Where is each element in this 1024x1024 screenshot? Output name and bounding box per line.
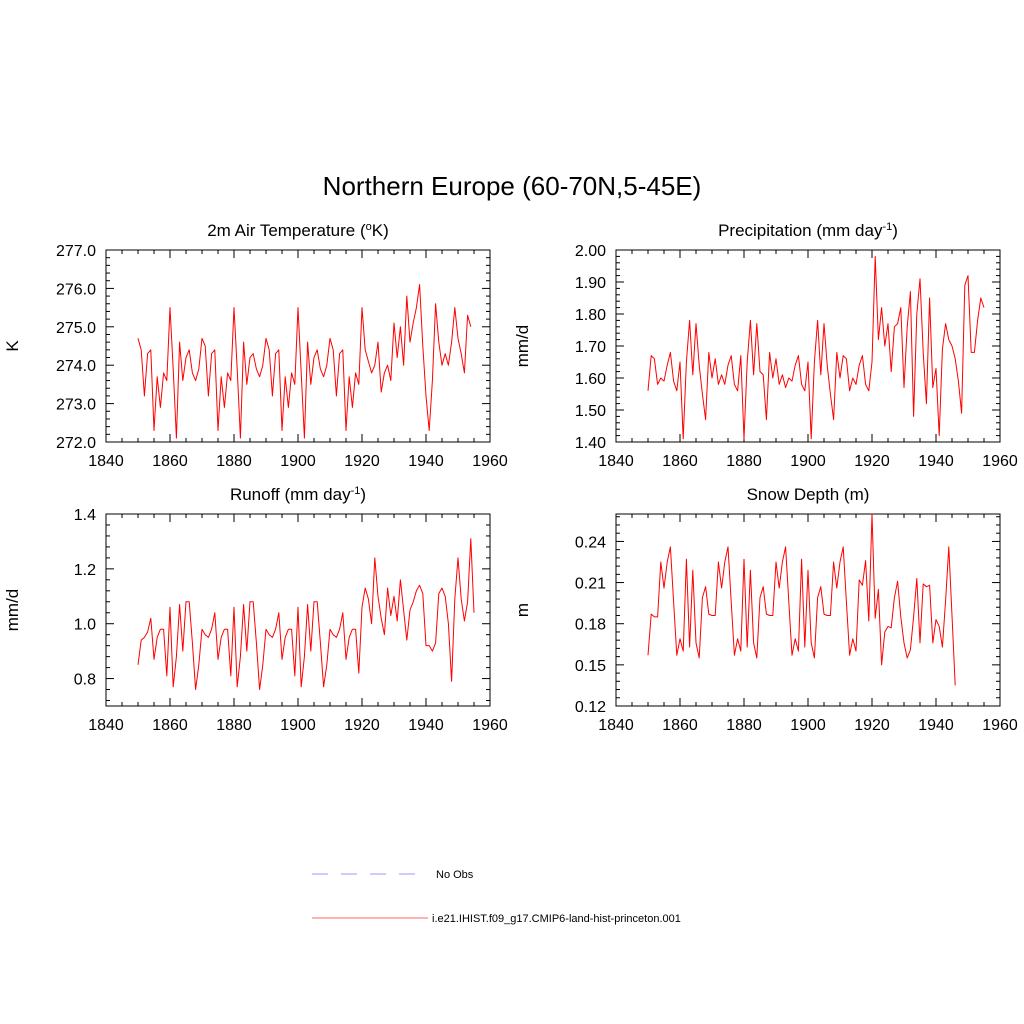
x-tick-label: 1920 (344, 717, 380, 734)
y-tick-label: 1.80 (575, 307, 606, 324)
panel-runoff: Runoff (mm day-1) mm/d 1840 1860 1880 1900 192… (3, 485, 508, 734)
x-tick-label: 1880 (216, 453, 252, 470)
y-tick-label: 1.70 (575, 339, 606, 356)
y-tick-label: 274.0 (56, 358, 96, 375)
x-tick-label: 1960 (982, 453, 1018, 470)
panel-title-text: Runoff (mm day (230, 485, 351, 504)
x-tick-label: 1860 (662, 717, 698, 734)
y-tick-label: 0.12 (575, 699, 606, 716)
legend-label-model: i.e21.IHIST.f09_g17.CMIP6-land-hist-prin… (432, 913, 681, 925)
y-tick-label: 272.0 (56, 435, 96, 452)
x-tick-label: 1900 (280, 453, 316, 470)
y-tick-label: 1.50 (575, 403, 606, 420)
plot-frame-air-temperature (105, 249, 491, 443)
y-tick-label: 1.40 (575, 435, 606, 452)
panel-title-tail: ) (360, 485, 366, 504)
y-tick-label: 1.4 (74, 507, 96, 524)
x-tick-label: 1880 (726, 453, 762, 470)
panel-title-text: Precipitation (mm day (718, 221, 883, 240)
panel-snow-depth: Snow Depth (m) m 1840 1860 1880 1900 1920 1940 1… (513, 485, 1018, 734)
y-tick-label: 275.0 (56, 320, 96, 337)
x-tick-label: 1900 (790, 453, 826, 470)
panel-title-snow-depth: Snow Depth (m) (747, 485, 870, 504)
panel-title-superscript: -1 (351, 485, 361, 497)
y-axis-label-precipitation: mm/d (513, 325, 532, 368)
series-line-air-temperature (137, 284, 472, 439)
main-title: Northern Europe (60-70N,5-45E) (323, 171, 702, 201)
y-tick-label: 2.00 (575, 243, 606, 260)
series-line-precipitation (647, 255, 985, 440)
x-tick-label: 1840 (598, 717, 634, 734)
panel-title-runoff: Runoff (mm day-1) (230, 485, 366, 504)
panel-title-text: 2m Air Temperature ( (207, 221, 366, 240)
x-tick-label: 1900 (790, 717, 826, 734)
x-tick-label: 1860 (152, 453, 188, 470)
x-tick-label: 1920 (854, 717, 890, 734)
x-tick-label: 1880 (216, 717, 252, 734)
x-tick-label: 1840 (88, 717, 124, 734)
legend: No Obs i.e21.IHIST.f09_g17.CMIP6-land-hi… (312, 869, 681, 925)
x-tick-label: 1840 (88, 453, 124, 470)
y-tick-label: 1.90 (575, 275, 606, 292)
y-axis-label-runoff: mm/d (3, 589, 22, 632)
x-tick-label: 1920 (344, 453, 380, 470)
y-axis-label-air-temperature: K (3, 340, 22, 352)
y-tick-label: 276.0 (56, 281, 96, 298)
x-tick-label: 1860 (662, 453, 698, 470)
y-tick-label: 0.8 (74, 672, 96, 689)
x-tick-label: 1880 (726, 717, 762, 734)
series-line-runoff (137, 538, 475, 691)
y-tick-label: 0.21 (575, 576, 606, 593)
y-tick-label: 277.0 (56, 243, 96, 260)
series-line-snow-depth (647, 513, 956, 686)
x-tick-label: 1900 (280, 717, 316, 734)
panel-precipitation: Precipitation (mm day-1) mm/d 1840 1860 1880… (513, 221, 1018, 470)
y-tick-label: 0.18 (575, 617, 606, 634)
panel-title-superscript: o (366, 221, 372, 233)
x-tick-label: 1920 (854, 453, 890, 470)
panel-title-superscript: -1 (882, 221, 892, 233)
panel-title-air-temperature: 2m Air Temperature (oK) (207, 221, 389, 240)
y-axis-label-snow-depth: m (513, 603, 532, 617)
x-tick-label: 1940 (408, 717, 444, 734)
x-tick-label: 1960 (472, 717, 508, 734)
y-tick-label: 1.0 (74, 617, 96, 634)
x-tick-label: 1860 (152, 717, 188, 734)
panel-title-tail: K) (372, 221, 389, 240)
panel-air-temperature: 2m Air Temperature (oK) K 1840 1860 1880 1900… (3, 221, 508, 470)
y-tick-label: 273.0 (56, 397, 96, 414)
y-tick-label: 0.24 (575, 534, 606, 551)
x-tick-label: 1940 (408, 453, 444, 470)
x-tick-label: 1840 (598, 453, 634, 470)
panel-title-text: Snow Depth (m) (747, 485, 870, 504)
x-tick-label: 1940 (918, 717, 954, 734)
panel-title-precipitation: Precipitation (mm day-1) (718, 221, 898, 240)
x-tick-label: 1960 (982, 717, 1018, 734)
y-tick-label: 1.60 (575, 371, 606, 388)
y-tick-label: 1.2 (74, 562, 96, 579)
y-tick-label: 0.15 (575, 658, 606, 675)
x-tick-label: 1960 (472, 453, 508, 470)
legend-label-no-obs: No Obs (436, 869, 474, 881)
x-tick-label: 1940 (918, 453, 954, 470)
panel-title-tail: ) (892, 221, 898, 240)
